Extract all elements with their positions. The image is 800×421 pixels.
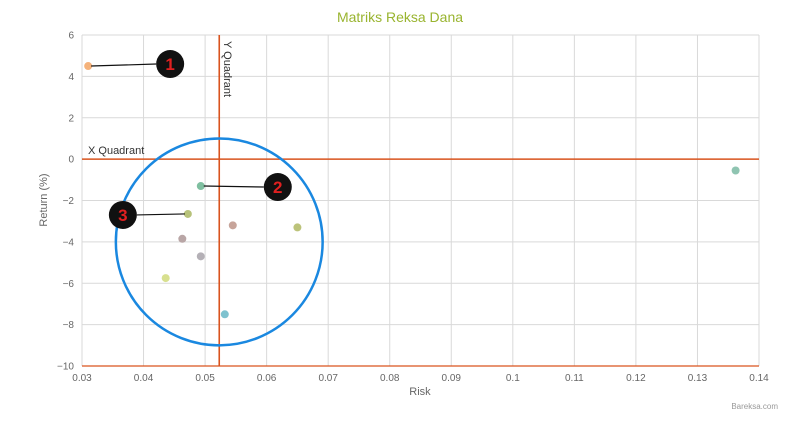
annotation-1: 1 bbox=[91, 50, 185, 79]
data-point-9[interactable] bbox=[220, 310, 229, 319]
data-point-1[interactable] bbox=[84, 62, 93, 71]
y-tick-label: −6 bbox=[63, 279, 75, 290]
y-tick-label: 4 bbox=[68, 72, 74, 83]
annotation-2: 2 bbox=[203, 173, 292, 202]
data-point-8[interactable] bbox=[293, 223, 302, 232]
annotation-leader-line bbox=[203, 185, 264, 188]
annotation-number: 2 bbox=[273, 178, 282, 197]
x-tick-label: 0.08 bbox=[380, 373, 400, 384]
x-tick-label: 0.13 bbox=[688, 373, 708, 384]
y-tick-label: −8 bbox=[63, 320, 75, 331]
axes: 0.03 0.04 0.05 0.06 0.07 0.08 0.09 0.1 0.11 0.12 0… bbox=[57, 31, 769, 385]
y-tick-label: −4 bbox=[63, 237, 75, 248]
credit-text[interactable]: Bareksa.com bbox=[731, 402, 778, 411]
data-point-7[interactable] bbox=[161, 274, 170, 283]
y-tick-label: −10 bbox=[57, 362, 74, 373]
annotation-leader-line bbox=[91, 63, 157, 67]
x-tick-label: 0.11 bbox=[565, 373, 584, 384]
data-point-3[interactable] bbox=[183, 209, 192, 218]
annotation-badge bbox=[108, 200, 137, 229]
chart-title: Matriks Reksa Dana bbox=[337, 9, 463, 25]
x-tick-label: 0.06 bbox=[257, 373, 277, 384]
x-quadrant-label: X Quadrant bbox=[88, 145, 144, 157]
y-tick-label: 2 bbox=[68, 113, 74, 124]
x-tick-label: 0.03 bbox=[72, 373, 92, 384]
x-tick-label: 0.1 bbox=[506, 373, 520, 384]
y-tick-label: 0 bbox=[68, 155, 74, 166]
data-point-4[interactable] bbox=[228, 221, 237, 230]
y-tick-label: −2 bbox=[63, 196, 75, 207]
x-tick-label: 0.07 bbox=[318, 373, 338, 384]
y-axis-label: Return (%) bbox=[38, 173, 50, 226]
data-point-10[interactable] bbox=[731, 166, 740, 175]
annotation-3: 3 bbox=[108, 200, 185, 229]
data-points bbox=[84, 62, 740, 319]
highlight-layer bbox=[114, 137, 324, 347]
quadrant-lines: X Quadrant Y Quadrant bbox=[82, 35, 759, 367]
annotation-number: 3 bbox=[118, 206, 127, 225]
x-tick-label: 0.14 bbox=[749, 373, 769, 384]
x-tick-label: 0.05 bbox=[195, 373, 215, 384]
annotation-leader-line bbox=[136, 213, 185, 216]
x-axis-label: Risk bbox=[409, 386, 431, 398]
data-point-2[interactable] bbox=[196, 182, 205, 191]
annotations: 1 2 3 bbox=[91, 50, 292, 229]
x-tick-label: 0.09 bbox=[442, 373, 462, 384]
annotation-number: 1 bbox=[165, 55, 174, 74]
x-tick-label: 0.12 bbox=[626, 373, 646, 384]
data-point-5[interactable] bbox=[178, 234, 187, 243]
y-quadrant-label: Y Quadrant bbox=[221, 41, 233, 97]
data-point-6[interactable] bbox=[196, 252, 205, 261]
highlight-circle bbox=[114, 137, 324, 347]
annotation-badge bbox=[263, 173, 292, 202]
x-tick-label: 0.04 bbox=[134, 373, 154, 384]
annotation-badge bbox=[156, 50, 185, 79]
y-tick-label: 6 bbox=[68, 31, 74, 42]
grid-lines bbox=[81, 34, 760, 367]
